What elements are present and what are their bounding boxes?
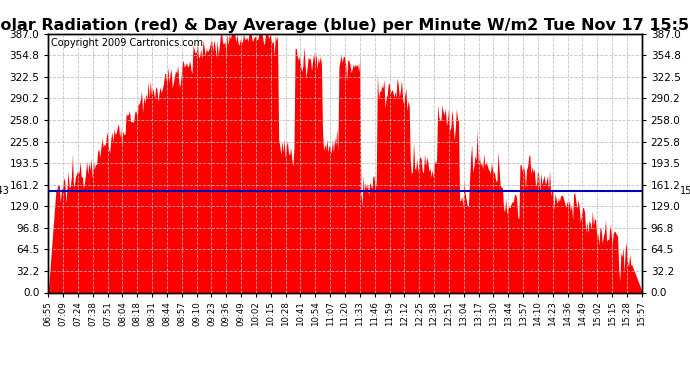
Title: Solar Radiation (red) & Day Average (blue) per Minute W/m2 Tue Nov 17 15:58: Solar Radiation (red) & Day Average (blu… xyxy=(0,18,690,33)
Text: ←151.43: ←151.43 xyxy=(0,186,10,196)
Text: Copyright 2009 Cartronics.com: Copyright 2009 Cartronics.com xyxy=(51,38,204,48)
Text: 151.43→: 151.43→ xyxy=(680,186,690,196)
